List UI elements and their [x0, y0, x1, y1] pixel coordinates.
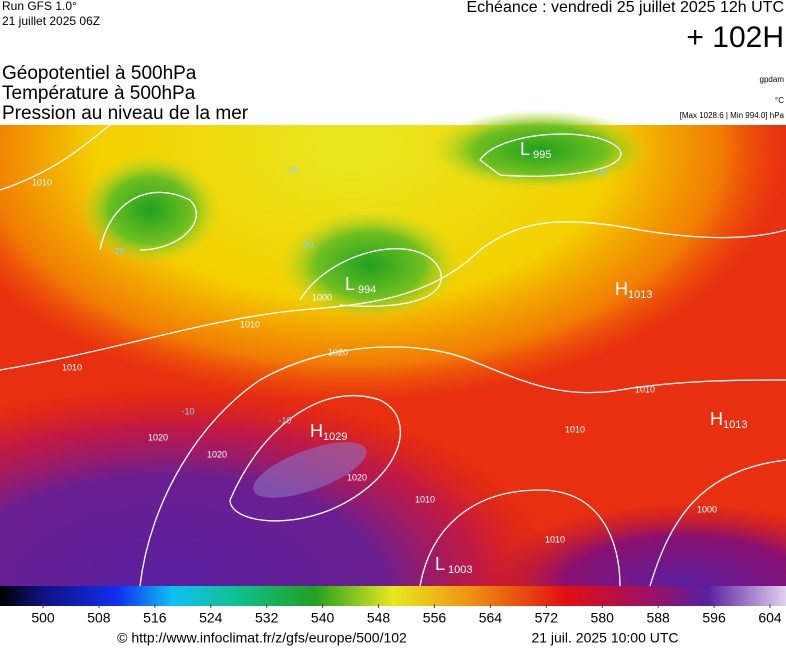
center-letter: H	[615, 279, 628, 299]
colorbar-tick-label: 516	[143, 610, 167, 626]
isobar-label: 1010	[62, 362, 82, 372]
temperature-label: -20	[111, 246, 124, 256]
source-url: © http://www.infoclimat.fr/z/gfs/europe/…	[117, 630, 407, 646]
trough	[280, 210, 460, 320]
center-value: 1029	[323, 431, 347, 443]
colorbar-tick-label: 548	[367, 610, 391, 626]
center-letter: H	[710, 409, 723, 429]
temperature-label: -20	[285, 164, 298, 174]
field-unit: gpdam	[760, 75, 785, 84]
isobar-label: 1020	[328, 347, 348, 357]
center-value: 1003	[448, 564, 472, 576]
colorbar-tick-label: 556	[423, 610, 447, 626]
colorbar-tick-label: 580	[591, 610, 615, 626]
field-title: Température à 500hPa	[2, 83, 196, 104]
colorbar-tick-label: 508	[87, 610, 111, 626]
trough	[80, 155, 220, 265]
run-label: Run GFS 1.0°	[2, 0, 77, 13]
isobar-label: 1010	[635, 384, 655, 394]
isobar-label: 1000	[312, 292, 332, 302]
center-value: 995	[533, 149, 551, 161]
colorbar-tick-label: 588	[646, 610, 670, 626]
isobar-label: 1020	[207, 449, 227, 459]
temperature-label: -20	[300, 239, 313, 249]
field-unit: [Max 1028.6 | Min 994.0] hPa	[680, 111, 785, 120]
isobar-label: 1010	[415, 494, 435, 504]
timestamp: 21 juil. 2025 10:00 UTC	[531, 630, 678, 646]
center-value: 994	[358, 284, 376, 296]
isobar-label: 1010	[545, 534, 565, 544]
center-letter: H	[310, 421, 323, 441]
isobar-label: 1010	[565, 424, 585, 434]
run-date: 21 juillet 2025 06Z	[2, 14, 100, 28]
ridge	[253, 442, 367, 498]
center-letter: L	[520, 139, 530, 159]
colorbar-tick-label: 564	[479, 610, 503, 626]
colorbar-tick-label: 500	[31, 610, 55, 626]
colorbar	[0, 586, 786, 606]
colorbar-tick-label: 540	[311, 610, 335, 626]
valid-time: Echéance : vendredi 25 juillet 2025 12h …	[466, 0, 784, 16]
field-title: Pression au niveau de la mer	[2, 103, 249, 124]
map	[0, 110, 786, 587]
lead-time: + 102H	[686, 21, 784, 54]
isobar-label: 1010	[240, 319, 260, 329]
isobar-label: 1000	[697, 504, 717, 514]
center-value: 1013	[723, 419, 747, 431]
temperature-label: -10	[181, 406, 194, 416]
center-letter: L	[345, 274, 355, 294]
colorbar-tick-label: 524	[199, 610, 223, 626]
isobar-label: 1020	[148, 432, 168, 442]
center-letter: L	[435, 554, 445, 574]
isobar-label: 1010	[32, 177, 52, 187]
isobar-label: 1020	[347, 472, 367, 482]
temperature-label: -10	[278, 415, 291, 425]
colorbar-tick-label: 532	[255, 610, 279, 626]
field-unit: °C	[775, 96, 784, 105]
cold-mass	[380, 420, 786, 586]
center-value: 1013	[628, 289, 652, 301]
colorbar-tick-label: 596	[702, 610, 726, 626]
isobars	[0, 124, 786, 587]
colorbar-tick-label: 572	[535, 610, 559, 626]
temperature-label: -20	[593, 167, 606, 177]
field-title: Géopotentiel à 500hPa	[2, 63, 197, 84]
colorbar-tick-label: 604	[758, 610, 782, 626]
